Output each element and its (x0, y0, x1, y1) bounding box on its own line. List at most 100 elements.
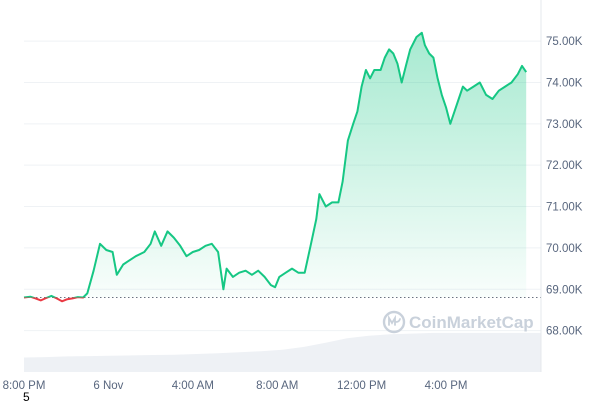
data-point (389, 49, 390, 50)
data-point (450, 123, 451, 124)
coinmarketcap-logo-icon (382, 310, 406, 334)
data-point (374, 69, 375, 70)
data-point (405, 65, 406, 66)
data-point (316, 218, 317, 219)
data-point (35, 298, 36, 299)
data-point (30, 296, 31, 297)
data-point (370, 78, 371, 79)
data-point (445, 107, 446, 108)
y-tick-label: 75.00K (546, 36, 583, 48)
data-point (112, 251, 113, 252)
x-tick-label: 8:00 AM (256, 380, 298, 392)
data-point (192, 251, 193, 252)
data-point (83, 297, 84, 298)
data-point (40, 300, 41, 301)
x-tick-label: 4:00 PM (425, 380, 468, 392)
x-tick-label: 4:00 AM (172, 380, 214, 392)
data-point (347, 140, 348, 141)
data-point (270, 285, 271, 286)
data-point (473, 86, 474, 87)
data-point (511, 82, 512, 83)
data-point (211, 243, 212, 244)
data-point (93, 270, 94, 271)
data-point (441, 94, 442, 95)
y-tick-label: 68.00K (546, 326, 583, 338)
data-point (424, 45, 425, 46)
watermark: CoinMarketCap (382, 310, 534, 334)
data-point (467, 90, 468, 91)
data-point (129, 260, 130, 261)
data-point (298, 272, 299, 273)
data-point (410, 49, 411, 50)
data-point (223, 289, 224, 290)
data-point (310, 243, 311, 244)
x-tick-label: 6 Nov (93, 380, 123, 392)
data-point (517, 74, 518, 75)
data-point (462, 86, 463, 87)
data-point (486, 94, 487, 95)
data-point (353, 123, 354, 124)
footnote-label: 5 (23, 390, 30, 404)
data-point (291, 268, 292, 269)
data-point (492, 98, 493, 99)
data-point (72, 298, 73, 299)
data-point (338, 202, 339, 203)
data-point (380, 69, 381, 70)
data-point (526, 72, 527, 73)
data-point (161, 245, 162, 246)
data-point (251, 274, 252, 275)
data-point (521, 65, 522, 66)
data-point (180, 245, 181, 246)
data-point (150, 243, 151, 244)
data-point (498, 90, 499, 91)
data-point (437, 78, 438, 79)
data-point (239, 272, 240, 273)
x-axis-ticks: 8:00 PM 6 Nov 4:00 AM 8:00 AM 12:00 PM 4:00 P… (3, 380, 468, 392)
price-area (24, 32, 527, 298)
data-point (245, 270, 246, 271)
data-point (458, 98, 459, 99)
data-point (51, 295, 52, 296)
data-point (479, 82, 480, 83)
data-point (505, 86, 506, 87)
data-point (319, 194, 320, 195)
data-point (226, 268, 227, 269)
data-point (173, 237, 174, 238)
y-tick-label: 69.00K (546, 284, 583, 296)
data-point (275, 287, 276, 288)
data-point (135, 256, 136, 257)
data-point (23, 297, 24, 298)
data-point (332, 202, 333, 203)
data-point (304, 272, 305, 273)
data-point (397, 63, 398, 64)
data-point (87, 293, 88, 294)
data-point (99, 243, 100, 244)
data-point (46, 297, 47, 298)
data-point (421, 32, 422, 33)
data-point (361, 86, 362, 87)
x-tick-label: 8:00 PM (3, 380, 46, 392)
data-point (77, 297, 78, 298)
data-point (416, 36, 417, 37)
data-point (384, 57, 385, 58)
data-point (279, 276, 280, 277)
volume-bars (24, 332, 541, 372)
data-point (56, 298, 57, 299)
data-point (154, 231, 155, 232)
data-point (106, 249, 107, 250)
data-point (218, 251, 219, 252)
y-tick-label: 73.00K (546, 119, 583, 131)
price-line (23, 31, 528, 303)
data-point (61, 301, 62, 302)
data-point (429, 53, 430, 54)
data-point (123, 264, 124, 265)
y-tick-label: 74.00K (546, 77, 583, 89)
x-tick-label: 12:00 PM (337, 380, 386, 392)
data-point (144, 251, 145, 252)
data-point (258, 270, 259, 271)
data-point (433, 57, 434, 58)
data-point (116, 274, 117, 275)
volume-area (24, 332, 541, 372)
y-tick-label: 71.00K (546, 202, 583, 214)
